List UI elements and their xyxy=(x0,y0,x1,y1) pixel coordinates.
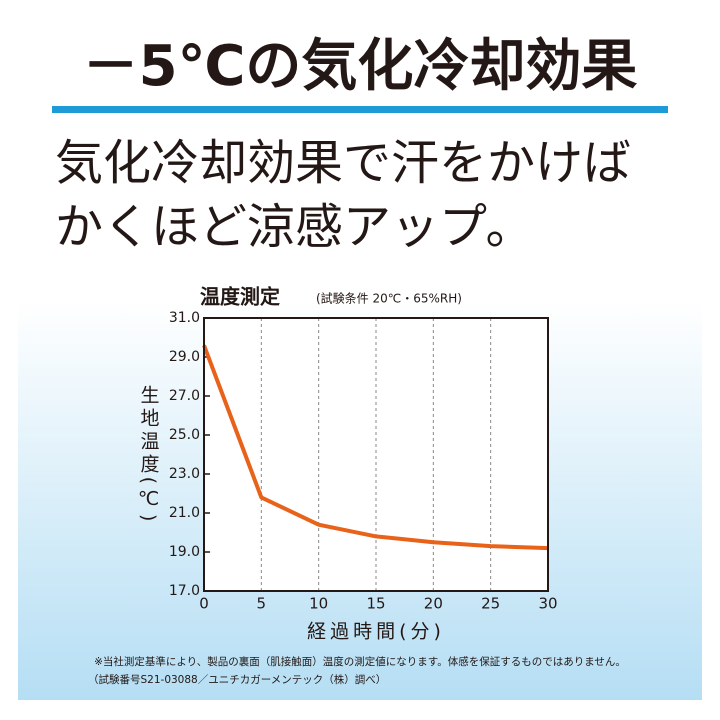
x-tick-label: 25 xyxy=(481,595,500,613)
plot-frame xyxy=(203,317,549,592)
y-tick-label: 27.0 xyxy=(169,388,200,404)
chart-subtitle: (試験条件 20℃・65%RH) xyxy=(316,291,462,306)
y-tick-label: 21.0 xyxy=(169,505,200,521)
title: －5℃の気化冷却効果 xyxy=(83,34,638,99)
y-axis-label: 生地温度(℃) xyxy=(138,384,160,525)
x-axis-label: 経過時間(分) xyxy=(307,621,445,643)
y-tick-label: 23.0 xyxy=(169,466,200,482)
plot-area xyxy=(204,318,548,591)
x-tick-label: 30 xyxy=(538,595,557,613)
title-bar xyxy=(52,106,668,113)
data-line xyxy=(202,344,549,551)
subtitle: 気化冷却効果で汗をかけば xyxy=(55,135,631,191)
footnote: ※当社測定基準により、製品の裏面（肌接触面）温度の測定値になります。体感を保証す… xyxy=(94,655,626,668)
y-tick-label: 19.0 xyxy=(169,544,200,560)
chart-title: 温度測定 xyxy=(200,285,280,309)
y-tick-label: 25.0 xyxy=(169,427,200,443)
x-tick-label: 20 xyxy=(424,595,443,613)
x-tick-label: 0 xyxy=(199,595,209,613)
plot: 17.0 19.0 21.0 23.0 25.0 27.0 29.0 31.0 0 5 10 15 20… xyxy=(169,310,558,613)
subtitle: かくほど涼感アップ。 xyxy=(55,199,534,255)
footnote: （試験番号S21-03088／ユニチカガーメンテック（株）調べ） xyxy=(88,673,386,686)
x-tick-label: 10 xyxy=(309,595,328,613)
x-tick-label: 5 xyxy=(257,595,267,613)
y-tick-label: 17.0 xyxy=(169,583,200,599)
y-tick-label: 31.0 xyxy=(169,310,200,326)
x-tick-label: 15 xyxy=(366,595,385,613)
y-tick-label: 29.0 xyxy=(169,349,200,365)
